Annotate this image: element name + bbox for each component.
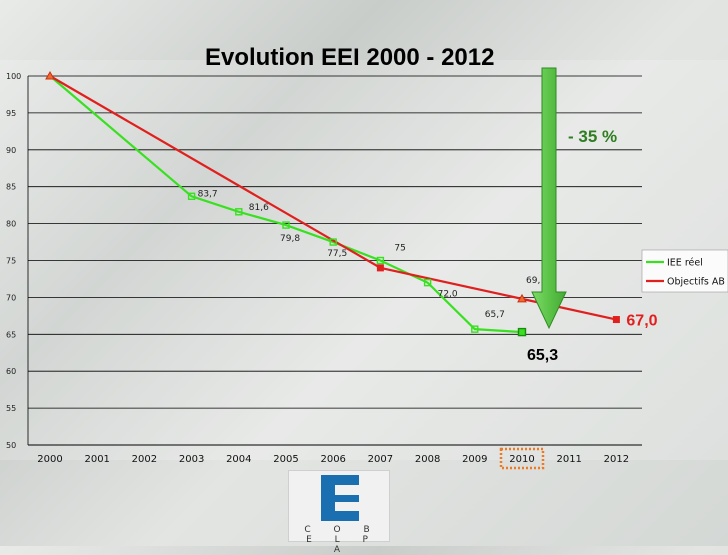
data-label-green: 79,8 (280, 234, 300, 244)
x-tick-label: 2005 (273, 454, 298, 465)
data-label-red-2012: 67,0 (626, 313, 657, 330)
y-tick-label: 60 (6, 367, 16, 376)
green-marker (517, 327, 527, 337)
red-triangle-marker (45, 70, 55, 80)
x-tick-label: 2006 (320, 454, 345, 465)
series-line-0 (49, 75, 523, 334)
x-tick-label: 2011 (556, 454, 581, 465)
x-tick-label: 2007 (368, 454, 393, 465)
y-tick-label: 70 (6, 293, 16, 302)
reduction-label: - 35 % (568, 127, 617, 146)
x-tick-label: 2012 (604, 454, 629, 465)
green-marker (329, 238, 337, 246)
data-label-green: 81,6 (249, 203, 269, 213)
data-label-green-2010: 65,3 (527, 347, 558, 364)
y-tick-label: 50 (6, 441, 16, 450)
data-label-green: 72,0 (438, 290, 458, 300)
reduction-arrow (531, 67, 567, 330)
y-tick-label: 80 (6, 220, 16, 229)
x-tick-label: 2002 (132, 454, 157, 465)
y-tick-label: 75 (6, 257, 16, 266)
data-label-green: 65,7 (485, 310, 505, 320)
data-label-green: 75 (394, 244, 405, 254)
green-marker (187, 192, 196, 200)
chart-backdrop (0, 60, 728, 460)
highlighted-year-box (499, 447, 545, 470)
legend: IEE réel Objectifs AB (641, 249, 728, 293)
x-tick-label: 2008 (415, 454, 440, 465)
y-tick-label: 90 (6, 146, 16, 155)
cobelpa-logo: C O B E L P A (288, 470, 390, 555)
green-marker (471, 325, 479, 333)
y-tick-label: 95 (6, 109, 16, 118)
y-tick-label: 100 (6, 72, 21, 81)
red-triangle-marker (517, 293, 527, 303)
legend-box (641, 249, 728, 293)
logo-name: C O B E L P A (304, 525, 380, 555)
green-marker (376, 256, 385, 265)
series-line-1 (49, 75, 617, 321)
y-tick-label: 55 (6, 404, 16, 413)
red-square-marker (376, 264, 384, 272)
x-tick-label: 2004 (226, 454, 251, 465)
green-marker (282, 221, 290, 229)
gridlines (27, 75, 642, 446)
x-tick-label: 2003 (179, 454, 204, 465)
green-marker (235, 208, 243, 216)
x-tick-label: 2000 (37, 454, 62, 465)
legend-entry: IEE réel (667, 258, 703, 269)
red-square-marker (612, 316, 620, 324)
data-label-green: 83,7 (198, 189, 218, 199)
series-lines: 83,7 81,6 79,8 77,5 75 72,0 65,7 65,3 69, 67,0 (45, 70, 658, 364)
logo-mark (321, 475, 359, 521)
legend-entry: Objectifs AB (667, 277, 725, 288)
data-label-green: 77,5 (327, 249, 347, 259)
chart-title: Evolution EEI 2000 - 2012 (205, 44, 494, 71)
x-tick-label: 2001 (84, 454, 109, 465)
data-label-red: 69, (526, 276, 540, 286)
green-marker (423, 278, 432, 287)
y-tick-label: 65 (6, 330, 16, 339)
x-tick-label: 2009 (462, 454, 487, 465)
y-tick-label: 85 (6, 183, 16, 192)
x-tick-label: 2010 (509, 454, 534, 465)
y-axis-ticks: 50 55 60 65 70 75 80 85 90 95 100 (6, 72, 21, 450)
x-axis-ticks: 2000 2001 2002 2003 2004 2005 2006 2007 2008 2009… (37, 454, 629, 465)
